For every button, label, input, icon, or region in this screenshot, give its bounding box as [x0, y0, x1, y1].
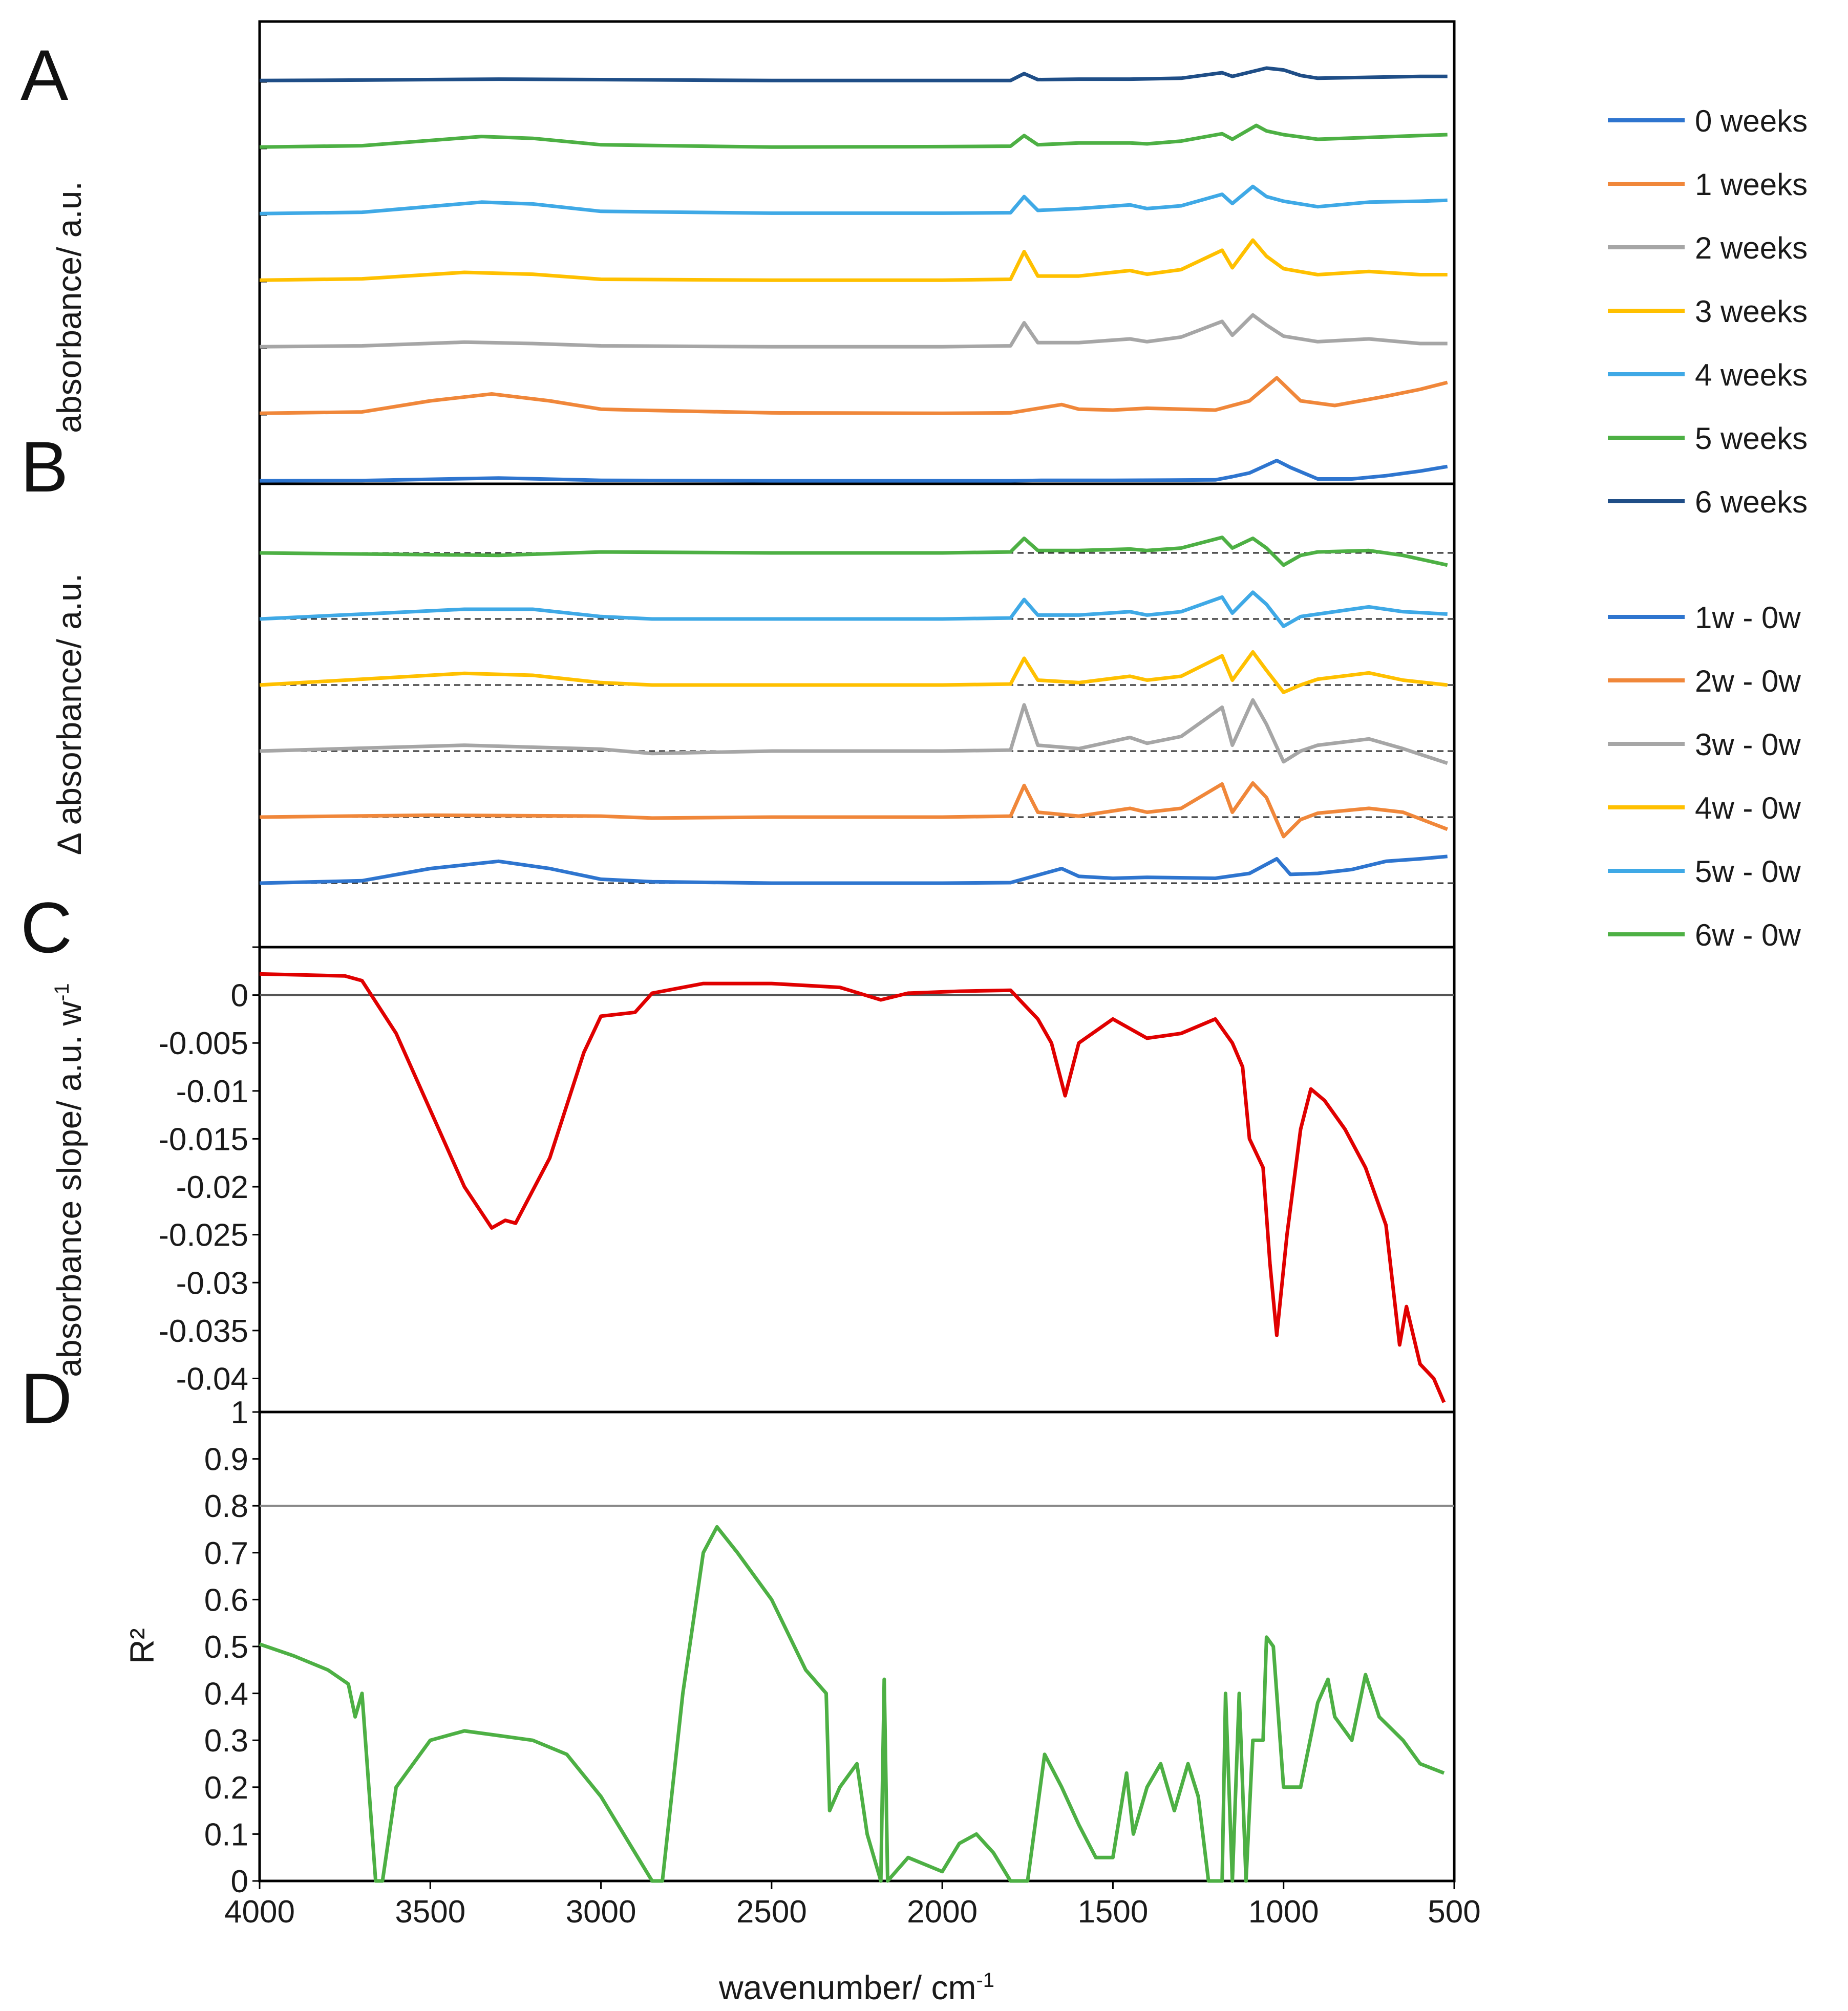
panel-d-ylabel: R²	[123, 1628, 161, 1664]
panel-d-ytick-label: 0.2	[204, 1770, 248, 1806]
legend-panel-a: 0 weeks 1 weeks 2 weeks 3 weeks 4 weeks 5 wee…	[1608, 104, 1808, 519]
panel-d-ytick-label: 0.7	[204, 1536, 248, 1571]
legend-b-label-4: 5w - 0w	[1695, 854, 1801, 889]
plot-frame	[258, 20, 1456, 1882]
panel-c-ytick-label: 0	[231, 978, 248, 1014]
panel-d-plot: 1 0.9 0.8 0.7 0.6 0.5 0.4 0.3 0.2 0.1 0	[204, 1395, 1454, 1899]
x-tick-label: 3000	[566, 1894, 636, 1930]
legend-a-label-3: 3 weeks	[1695, 294, 1808, 329]
panel-c-series-slope	[259, 972, 1446, 1403]
panel-b-series-0	[259, 854, 1448, 885]
panel-c-ytick-label: -0.015	[158, 1122, 248, 1157]
panel-d-ytick-label: 0.5	[204, 1630, 248, 1665]
x-tick-label: 1000	[1248, 1894, 1319, 1930]
x-axis-title: wavenumber/ cm-1	[718, 1969, 994, 2006]
legend-b-label-1: 2w - 0w	[1695, 664, 1801, 698]
legend-a-label-6: 6 weeks	[1695, 485, 1808, 519]
panel-d-series-r2	[259, 1525, 1445, 1883]
panel-letter-a: A	[20, 35, 69, 115]
panel-b-series-2	[259, 698, 1448, 765]
x-tick-label: 3500	[395, 1894, 465, 1930]
x-axis-title-sup: -1	[976, 1969, 994, 1992]
panel-c-ytick-label: -0.02	[176, 1170, 248, 1205]
panel-a-series-0	[259, 459, 1448, 483]
legend-a-label-5: 5 weeks	[1695, 421, 1808, 456]
panel-b-series-3	[259, 650, 1448, 694]
panel-letter-b: B	[20, 426, 68, 507]
legend-a-label-2: 2 weeks	[1695, 231, 1808, 265]
legend-panel-b: 1w - 0w 2w - 0w 3w - 0w 4w - 0w 5w - 0w 6w - …	[1608, 601, 1801, 952]
panel-a-series-5	[259, 123, 1448, 149]
panel-letter-d: D	[20, 1358, 72, 1439]
panel-a-series-1	[259, 376, 1448, 415]
panel-d-ytick-label: 0.6	[204, 1582, 248, 1618]
panel-c-ytick-label: -0.025	[158, 1218, 248, 1253]
panel-c-ytick-label: -0.035	[158, 1314, 248, 1349]
panel-d-ytick-label: 0.1	[204, 1817, 248, 1852]
panel-d-ytick-label: 0.8	[204, 1489, 248, 1524]
panel-d-ytick-label: 0.4	[204, 1677, 248, 1712]
panel-b-plot	[259, 536, 1454, 885]
panel-a-series-2	[259, 313, 1448, 349]
panel-c-plot: 0 -0.005 -0.01 -0.015 -0.02 -0.025 -0.03 -0.035…	[158, 946, 1454, 1403]
x-axis-title-main: wavenumber/ cm	[718, 1969, 976, 2006]
legend-b-label-2: 3w - 0w	[1695, 728, 1801, 762]
x-tick-label: 500	[1428, 1894, 1480, 1930]
legend-b-label-3: 4w - 0w	[1695, 791, 1801, 825]
x-tick-label: 2000	[907, 1894, 978, 1930]
panel-b-ylabel: Δ absorbance/ a.u.	[50, 573, 88, 855]
panel-d-ytick-label: 0.9	[204, 1442, 248, 1478]
panel-letter-c: C	[20, 887, 72, 968]
legend-b-label-0: 1w - 0w	[1695, 601, 1801, 635]
legend-a-label-0: 0 weeks	[1695, 104, 1808, 138]
panel-d-ytick-label: 0	[231, 1864, 248, 1899]
panel-d-ytick-label: 0.3	[204, 1723, 248, 1759]
panel-b-series-5	[259, 536, 1448, 567]
legend-a-label-4: 4 weeks	[1695, 358, 1808, 392]
panel-a-plot	[259, 66, 1448, 483]
panel-d-ytick-label: 1	[231, 1395, 248, 1430]
x-tick-label: 4000	[224, 1894, 295, 1930]
x-tick-label: 2500	[736, 1894, 807, 1930]
x-axis: 4000 3500 3000 2500 2000 1500 1000 500	[224, 1881, 1481, 1930]
panel-a-series-3	[259, 238, 1448, 282]
legend-a-label-1: 1 weeks	[1695, 167, 1808, 202]
panel-c-ytick-label: -0.04	[176, 1361, 248, 1397]
panel-c-ylabel-sup: -1	[51, 983, 73, 1001]
panel-b-series-1	[259, 781, 1448, 839]
panel-b-series-4	[259, 590, 1448, 628]
panel-c-ytick-label: -0.01	[176, 1074, 248, 1109]
panel-c-ytick-label: -0.03	[176, 1266, 248, 1301]
panel-c-ytick-label: -0.005	[158, 1026, 248, 1061]
panel-c-ylabel: absorbance slope/ a.u. w-1	[50, 983, 88, 1377]
panel-a-series-6	[259, 66, 1448, 82]
legend-b-label-5: 6w - 0w	[1695, 918, 1801, 952]
panel-a-ylabel: absorbance/ a.u.	[50, 181, 88, 433]
x-tick-label: 1500	[1077, 1894, 1148, 1930]
panel-a-series-4	[259, 184, 1448, 216]
panel-c-ylabel-main: absorbance slope/ a.u. w	[50, 1001, 88, 1377]
